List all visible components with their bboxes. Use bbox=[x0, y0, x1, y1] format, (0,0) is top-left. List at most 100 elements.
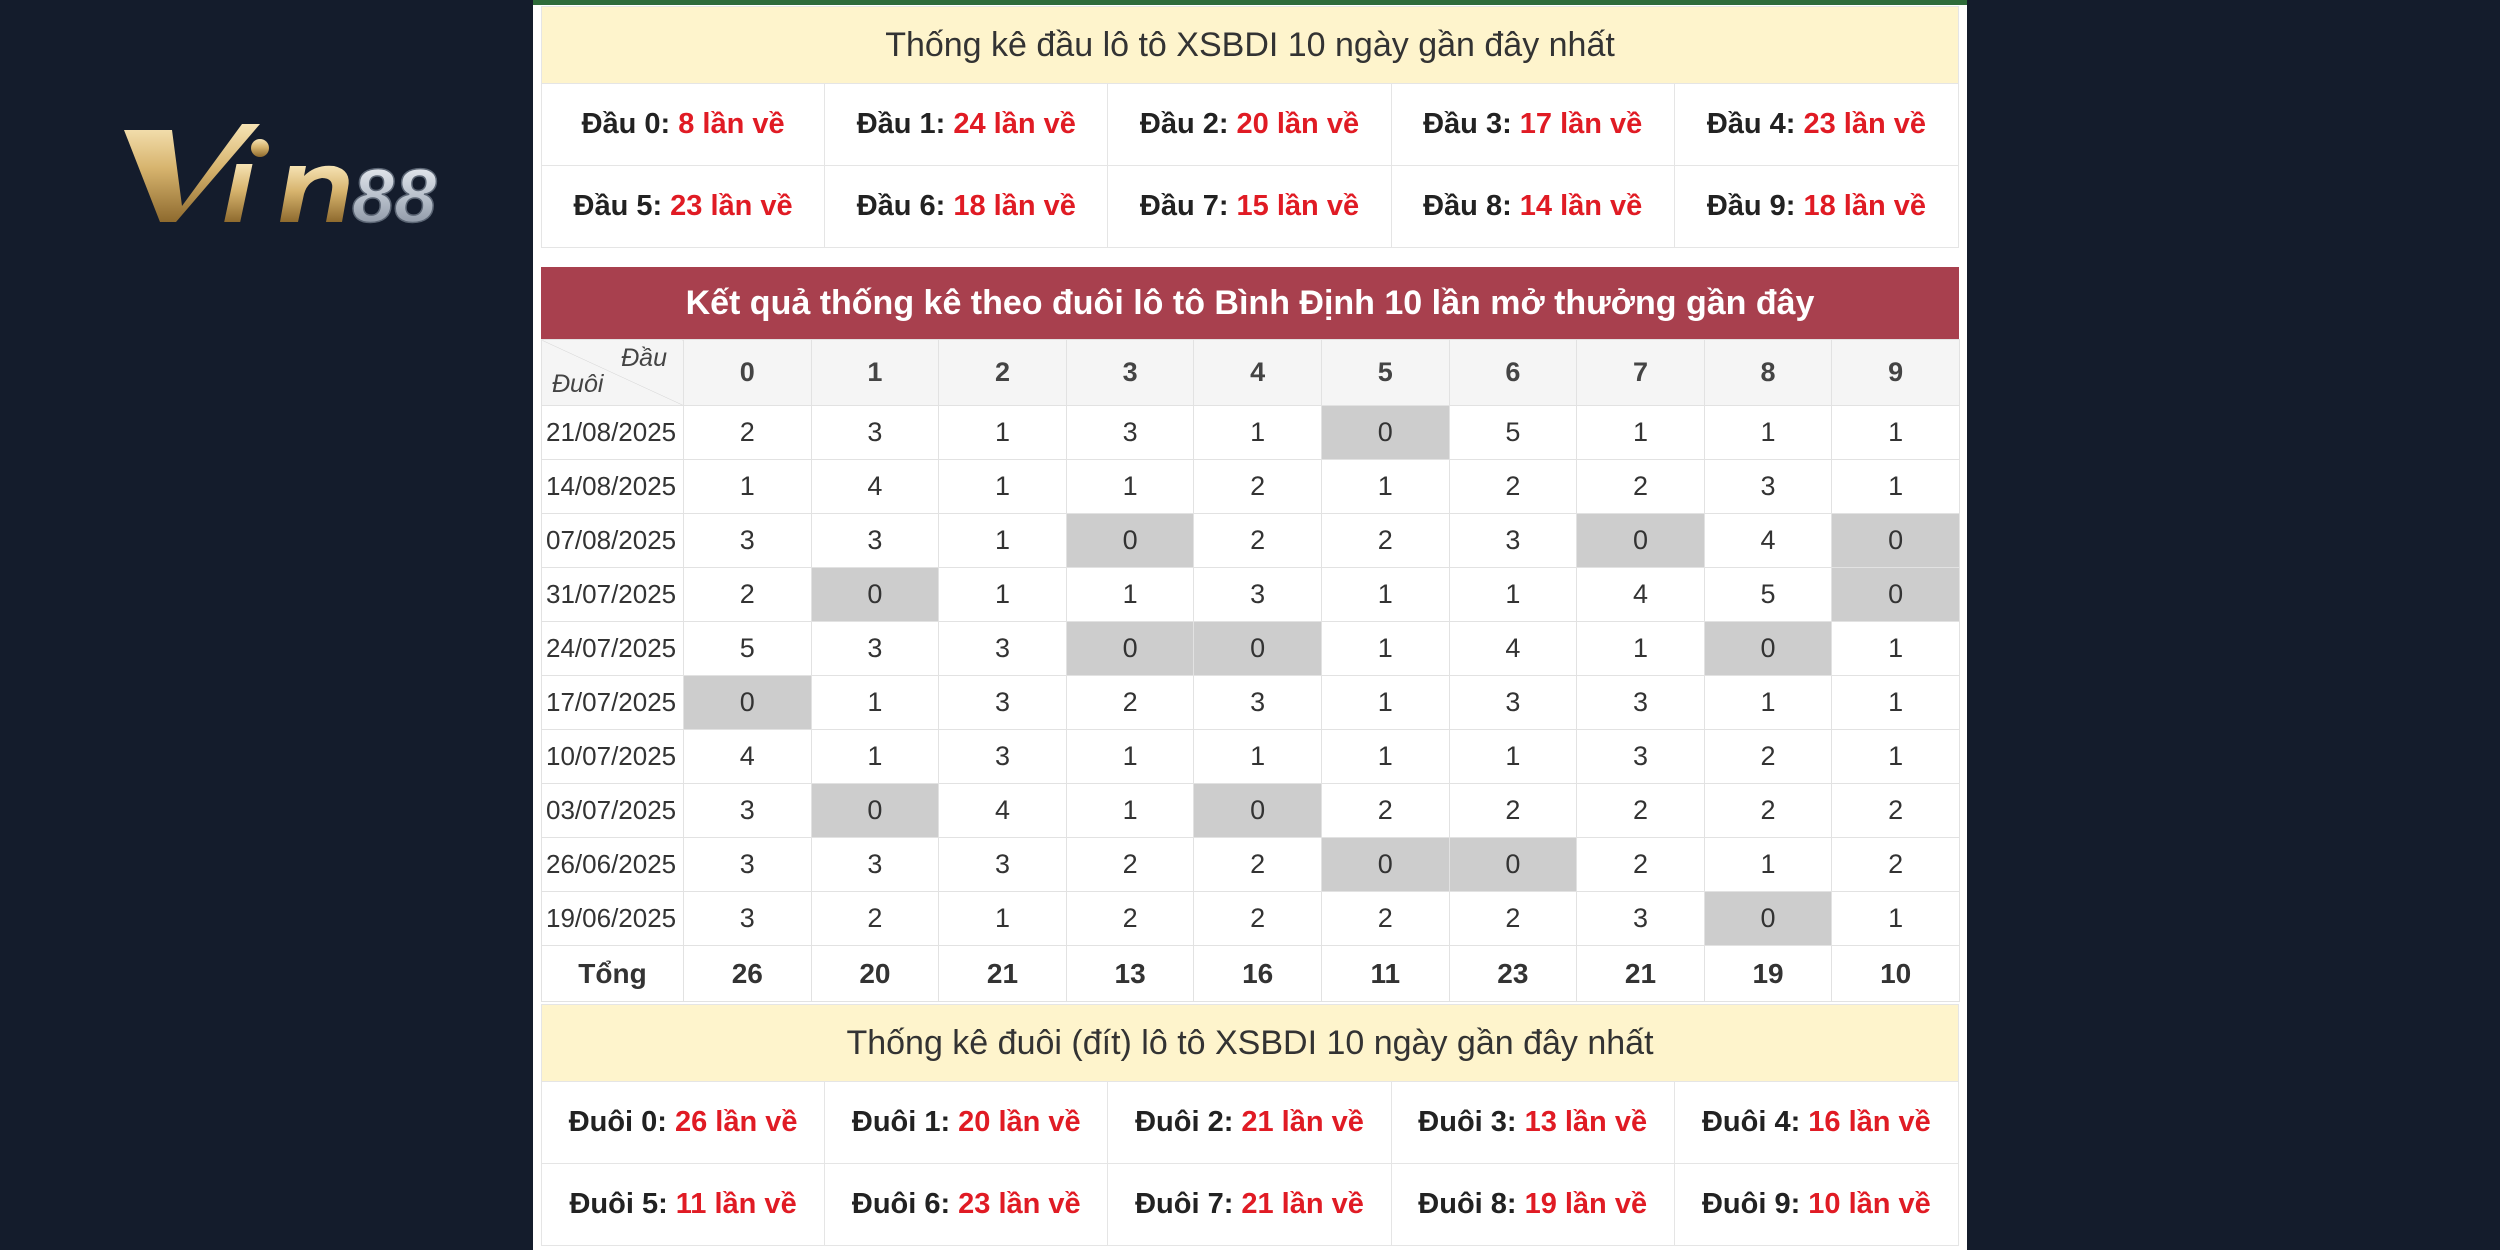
row-date: 21/08/2025 bbox=[541, 405, 684, 460]
table-corner-header: Đầu Đuôi bbox=[541, 339, 684, 406]
table-cell: 2 bbox=[1193, 513, 1322, 568]
table-cell: 0 bbox=[810, 567, 940, 622]
table-cell: 1 bbox=[1065, 783, 1195, 838]
totals-row: Tổng 26 20 21 13 16 11 23 21 19 10 bbox=[541, 945, 1960, 1002]
table-cell: 3 bbox=[938, 675, 1067, 730]
duoi-stat-2: Đuôi 2: 21 lần về bbox=[1108, 1081, 1392, 1163]
duoi-stats-box: Thống kê đuôi (đít) lô tô XSBDI 10 ngày … bbox=[541, 1004, 1959, 1246]
dau-stat-7: Đầu 7: 15 lần về bbox=[1108, 165, 1392, 247]
dau-stat-label: Đầu 5: bbox=[573, 190, 663, 222]
dau-stat-count: 20 lần về bbox=[1236, 108, 1360, 140]
table-cell: 3 bbox=[1065, 405, 1195, 460]
table-cell: 3 bbox=[1448, 513, 1578, 568]
row-date: 24/07/2025 bbox=[541, 621, 684, 676]
duoi-stat-label: Đuôi 0: bbox=[568, 1106, 667, 1138]
duoi-stat-1: Đuôi 1: 20 lần về bbox=[825, 1081, 1109, 1163]
duoi-stat-0: Đuôi 0: 26 lần về bbox=[542, 1081, 826, 1163]
duoi-stat-count: 20 lần về bbox=[958, 1106, 1081, 1138]
table-cell: 3 bbox=[938, 837, 1067, 892]
dau-stats-box: Thống kê đầu lô tô XSBDI 10 ngày gần đây… bbox=[541, 6, 1959, 248]
table-cell: 3 bbox=[683, 837, 812, 892]
column-header-dau-7: 7 bbox=[1576, 339, 1705, 406]
table-cell: 0 bbox=[1831, 513, 1960, 568]
total-cell: 21 bbox=[1576, 945, 1705, 1002]
column-header-dau-1: 1 bbox=[810, 339, 940, 406]
table-cell: 4 bbox=[683, 729, 812, 784]
dau-stat-label: Đầu 3: bbox=[1423, 108, 1512, 140]
table-cell: 0 bbox=[1193, 621, 1322, 676]
dau-stat-9: Đầu 9: 18 lần về bbox=[1674, 165, 1958, 247]
total-cell: 16 bbox=[1193, 945, 1322, 1002]
column-header-dau-5: 5 bbox=[1320, 339, 1450, 406]
table-cell: 0 bbox=[1065, 513, 1195, 568]
table-cell: 4 bbox=[1448, 621, 1578, 676]
table-cell: 2 bbox=[1703, 729, 1833, 784]
duoi-stat-9: Đuôi 9: 10 lần về bbox=[1674, 1163, 1958, 1245]
duoi-stat-label: Đuôi 5: bbox=[569, 1188, 668, 1220]
dau-stat-count: 18 lần về bbox=[1803, 190, 1926, 222]
table-cell: 2 bbox=[1703, 783, 1833, 838]
table-cell: 2 bbox=[1448, 891, 1578, 946]
table-cell: 3 bbox=[810, 405, 940, 460]
table-cell: 3 bbox=[810, 513, 940, 568]
duoi-stat-4: Đuôi 4: 16 lần về bbox=[1674, 1081, 1958, 1163]
table-cell: 1 bbox=[1576, 621, 1705, 676]
dau-stat-label: Đầu 6: bbox=[856, 190, 946, 222]
table-cell: 2 bbox=[1448, 459, 1578, 514]
dau-stats-grid: Đầu 0: 8 lần về Đầu 1: 24 lần về Đầu 2: 20 lầ… bbox=[542, 83, 1958, 247]
corner-duoi-label: Đuôi bbox=[552, 370, 604, 398]
table-cell: 1 bbox=[1831, 459, 1960, 514]
dau-stat-label: Đầu 8: bbox=[1423, 190, 1512, 222]
table-cell: 3 bbox=[1576, 675, 1705, 730]
table-cell: 1 bbox=[683, 459, 812, 514]
table-cell: 3 bbox=[683, 783, 812, 838]
dau-stat-2: Đầu 2: 20 lần về bbox=[1108, 83, 1392, 165]
table-cell: 2 bbox=[1576, 783, 1705, 838]
table-cell: 2 bbox=[1448, 783, 1578, 838]
duoi-stat-label: Đuôi 1: bbox=[851, 1106, 951, 1138]
column-header-dau-9: 9 bbox=[1831, 339, 1960, 406]
duoi-stat-count: 19 lần về bbox=[1524, 1188, 1648, 1220]
table-cell: 1 bbox=[1576, 405, 1705, 460]
table-cell: 3 bbox=[938, 729, 1067, 784]
table-cell: 0 bbox=[1703, 891, 1833, 946]
table-row: 14/08/2025 1 4 1 1 2 1 2 2 3 1 bbox=[541, 459, 1960, 514]
dau-stat-4: Đầu 4: 23 lần về bbox=[1674, 83, 1958, 165]
table-cell: 2 bbox=[810, 891, 940, 946]
table-cell: 2 bbox=[683, 405, 812, 460]
table-cell: 3 bbox=[810, 621, 940, 676]
dau-stat-count: 23 lần về bbox=[670, 190, 793, 222]
panel-top-bar bbox=[533, 0, 1967, 5]
table-cell: 2 bbox=[1065, 837, 1195, 892]
table-row: 31/07/2025 2 0 1 1 3 1 1 4 5 0 bbox=[541, 567, 1960, 622]
duoi-table-title: Kết quả thống kê theo đuôi lô tô Bình Đị… bbox=[541, 267, 1959, 339]
table-cell: 2 bbox=[1320, 783, 1450, 838]
duoi-stat-3: Đuôi 3: 13 lần về bbox=[1391, 1081, 1675, 1163]
duoi-stat-count: 10 lần về bbox=[1808, 1188, 1931, 1220]
row-date: 26/06/2025 bbox=[541, 837, 684, 892]
table-cell: 0 bbox=[1831, 567, 1960, 622]
table-cell: 3 bbox=[1448, 675, 1578, 730]
table-cell: 5 bbox=[683, 621, 812, 676]
table-cell: 1 bbox=[1831, 405, 1960, 460]
row-date: 10/07/2025 bbox=[541, 729, 684, 784]
table-cell: 0 bbox=[1576, 513, 1705, 568]
dau-stat-8: Đầu 8: 14 lần về bbox=[1391, 165, 1675, 247]
table-cell: 1 bbox=[1831, 621, 1960, 676]
table-cell: 1 bbox=[1703, 675, 1833, 730]
total-cell: 13 bbox=[1065, 945, 1195, 1002]
table-cell: 2 bbox=[1576, 459, 1705, 514]
table-cell: 1 bbox=[1831, 891, 1960, 946]
table-cell: 0 bbox=[1320, 837, 1450, 892]
table-cell: 3 bbox=[938, 621, 1067, 676]
table-cell: 2 bbox=[1193, 891, 1322, 946]
table-cell: 1 bbox=[1320, 621, 1450, 676]
dau-stat-count: 14 lần về bbox=[1519, 190, 1643, 222]
dau-stat-label: Đầu 0: bbox=[581, 108, 671, 140]
dau-stats-title: Thống kê đầu lô tô XSBDI 10 ngày gần đây… bbox=[542, 7, 1958, 83]
table-cell: 2 bbox=[1320, 891, 1450, 946]
duoi-stat-count: 23 lần về bbox=[958, 1188, 1081, 1220]
table-cell: 1 bbox=[1448, 567, 1578, 622]
table-cell: 3 bbox=[1576, 891, 1705, 946]
